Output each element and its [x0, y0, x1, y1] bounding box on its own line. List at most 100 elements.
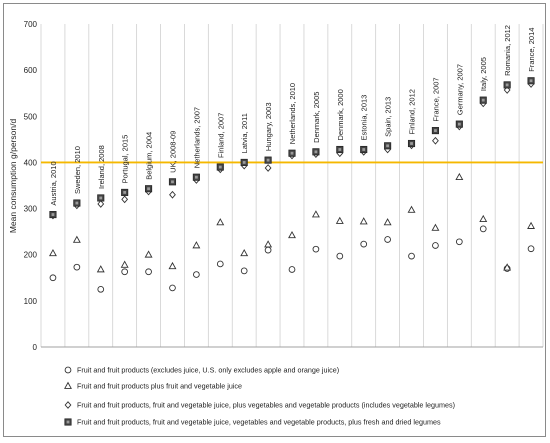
square-marker-center [338, 148, 342, 151]
data-point-circle [432, 242, 439, 249]
y-tick-label: 300 [24, 205, 38, 214]
y-tick-label: 700 [24, 20, 38, 29]
category-labels: Austria, 2010 Sweden, 2010 Ireland, 2008 Po… [49, 25, 536, 206]
category-label: Ireland, 2008 [97, 145, 106, 189]
data-point-square [527, 77, 535, 85]
data-point-triangle [479, 214, 488, 223]
square-marker-center [123, 191, 127, 194]
square-marker-center [51, 213, 55, 216]
data-point-circle [384, 236, 391, 243]
data-point-square [360, 145, 368, 154]
data-point-square [431, 127, 439, 135]
category-label: Finland, 2012 [408, 89, 417, 134]
data-point-circle [264, 246, 272, 254]
data-point-square [384, 142, 392, 150]
data-point-triangle [144, 250, 153, 258]
data-point-triangle [120, 260, 129, 268]
y-tick-label: 100 [24, 297, 38, 306]
data-point-circle [479, 225, 487, 233]
data-point-triangle [503, 263, 512, 271]
data-point-circle [169, 284, 176, 292]
data-point-triangle [48, 248, 57, 257]
chart: 0 100 200 300 400 500 600 700 Mean consumption … [8, 20, 544, 427]
data-point-circle [312, 245, 320, 253]
category-label: Belgium, 2004 [145, 132, 154, 180]
data-point-triangle [359, 217, 368, 225]
data-point-circle [360, 240, 368, 248]
legend-label: Fruit and fruit products, fruit and vege… [77, 401, 455, 410]
data-point-square [168, 178, 177, 186]
legend-marker-diamond [64, 401, 72, 409]
category-label: Estonia, 2013 [360, 95, 369, 141]
square-marker-center [218, 165, 222, 169]
data-point-square [336, 145, 344, 154]
data-point-triangle [527, 221, 536, 229]
data-point-triangle [335, 216, 344, 224]
category-label: Romania, 2012 [503, 25, 512, 76]
y-tick-label: 200 [24, 251, 38, 260]
data-point-square [145, 185, 153, 193]
square-marker-center [147, 187, 150, 191]
data-point-square [479, 96, 487, 104]
data-point-diamond [169, 190, 176, 199]
data-point-diamond [432, 136, 439, 145]
square-marker-center [266, 158, 270, 162]
data-point-triangle [431, 223, 440, 231]
category-label: Portugal, 2015 [121, 135, 130, 184]
square-marker-center [505, 83, 509, 87]
data-point-triangle [192, 241, 201, 249]
square-marker-center [314, 150, 318, 154]
square-marker-center [242, 161, 246, 164]
data-point-circle [288, 266, 296, 273]
data-point-circle [97, 285, 105, 293]
data-point-circle [216, 260, 224, 268]
y-tick-label: 600 [24, 66, 38, 75]
data-point-triangle [455, 172, 464, 181]
category-label: France, 2014 [527, 28, 536, 72]
legend-marker-triangle [64, 381, 72, 389]
category-label: Denmark, 2000 [336, 89, 345, 140]
data-point-triangle [240, 248, 249, 257]
data-point-triangle [168, 261, 177, 270]
square-marker-center [362, 148, 366, 151]
data-point-square [49, 211, 57, 219]
y-ticks: 0 100 200 300 400 500 600 700 [24, 20, 38, 352]
data-point-triangle [383, 218, 392, 226]
data-point-square [455, 120, 463, 128]
category-label: Finland, 2007 [216, 113, 225, 158]
data-point-square [503, 81, 511, 89]
square-marker-center [481, 98, 485, 102]
legend-marker-circle [64, 366, 72, 374]
data-point-circle [121, 268, 129, 276]
square-marker-center [66, 420, 70, 424]
square-marker-center [434, 129, 437, 132]
data-point-diamond [121, 195, 129, 204]
category-label: Sweden, 2010 [73, 146, 82, 194]
data-point-triangle [96, 265, 105, 273]
square-marker-center [99, 196, 103, 200]
data-point-square [216, 163, 224, 171]
square-marker-center [457, 122, 461, 126]
square-marker-center [75, 201, 79, 205]
data-point-triangle [311, 210, 320, 218]
category-label: Germany, 2007 [455, 64, 464, 115]
category-label: Austria, 2010 [49, 161, 58, 205]
data-point-circle [49, 274, 57, 282]
legend-label: Fruit and fruit products, fruit and vege… [77, 418, 441, 427]
category-label: Italy, 2005 [479, 57, 488, 91]
category-label: Spain, 2013 [384, 97, 393, 137]
square-marker-center [194, 175, 198, 179]
category-label: Denmark, 2005 [312, 92, 321, 143]
category-label: France, 2007 [431, 77, 440, 121]
data-point-triangle [407, 205, 416, 213]
data-point-diamond [264, 164, 272, 172]
data-point-diamond [97, 200, 105, 208]
data-point-circle [193, 271, 200, 278]
square-marker-center [529, 79, 533, 83]
data-point-square [407, 139, 416, 148]
data-point-triangle [288, 231, 296, 239]
data-point-triangle [216, 218, 225, 226]
data-point-square [97, 194, 105, 202]
legend-label: Fruit and fruit products plus fruit and … [77, 382, 242, 391]
data-point-circle [455, 238, 463, 246]
